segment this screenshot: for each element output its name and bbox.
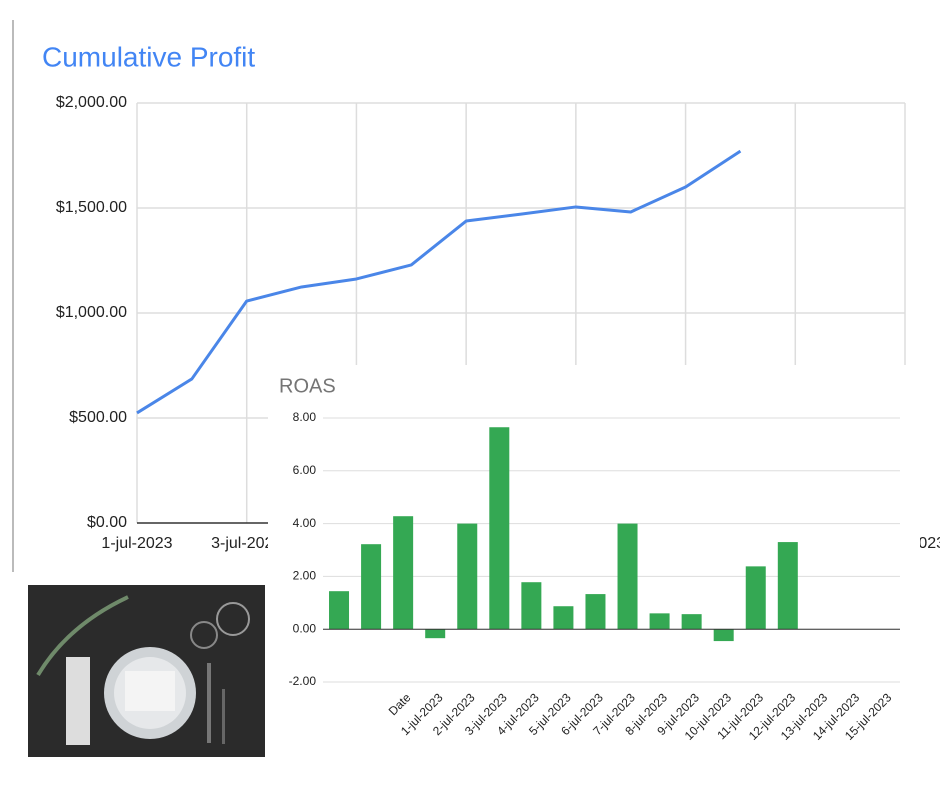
- y-tick-label: 0.00: [293, 621, 317, 635]
- napkin: [66, 657, 90, 745]
- y-tick-label: $0.00: [87, 514, 127, 531]
- y-tick-label: $1,500.00: [56, 199, 127, 216]
- bar: [457, 523, 478, 630]
- chart-title: Cumulative Profit: [42, 41, 255, 72]
- branch: [36, 595, 129, 677]
- bar: [361, 544, 382, 630]
- bar: [553, 606, 574, 630]
- bar: [681, 614, 702, 630]
- bar: [585, 594, 606, 630]
- bar: [521, 582, 542, 630]
- bar: [713, 629, 734, 642]
- left-rule: [12, 20, 14, 572]
- x-tick-label: 1-jul-2023: [101, 535, 172, 552]
- card: [125, 671, 175, 711]
- bar: [617, 523, 638, 630]
- spoon: [222, 689, 225, 744]
- chart-title: ROAS: [279, 375, 336, 397]
- glass: [190, 621, 218, 649]
- knife: [207, 663, 211, 743]
- line: [136, 149, 742, 415]
- bar: [393, 516, 414, 630]
- photo: [28, 585, 265, 757]
- y-tick-label: 4.00: [293, 516, 317, 530]
- bar: [425, 629, 446, 639]
- bar: [489, 427, 510, 630]
- bar: [777, 542, 798, 630]
- x-tick-label: 3-jul-2023: [211, 535, 282, 552]
- y-tick-label: 8.00: [293, 410, 317, 424]
- bar: [329, 591, 350, 630]
- bar: [745, 566, 766, 630]
- bar: [649, 613, 670, 630]
- glass: [216, 602, 250, 636]
- y-tick-label: 6.00: [293, 463, 317, 477]
- y-tick-label: $500.00: [69, 409, 127, 426]
- y-tick-label: 2.00: [293, 569, 317, 583]
- roas-chart: ROAS -2.000.002.004.006.008.00Date1-jul-…: [268, 365, 920, 765]
- y-tick-label: $1,000.00: [56, 304, 127, 321]
- y-tick-label: $2,000.00: [56, 94, 127, 111]
- y-tick-label: -2.00: [289, 674, 317, 688]
